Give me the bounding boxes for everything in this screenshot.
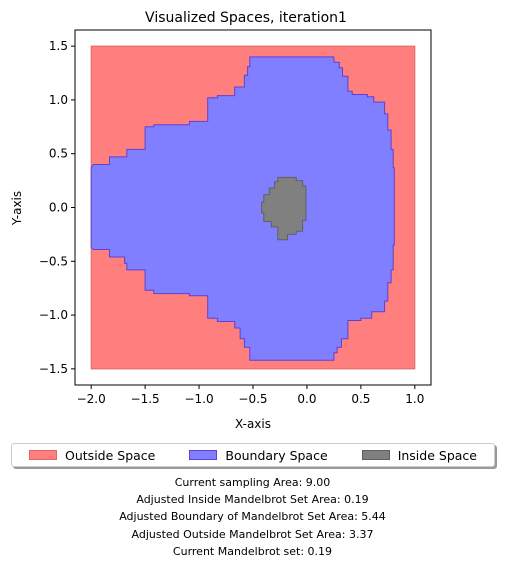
x-tick-label: −0.5	[238, 392, 267, 406]
y-tick-label: 1.5	[49, 39, 68, 53]
legend: Outside Space Boundary Space Inside Spac…	[11, 443, 495, 467]
y-tick-label: −1.0	[39, 308, 68, 322]
y-tick-label: 1.0	[49, 93, 68, 107]
x-axis-label: X-axis	[235, 417, 271, 431]
x-tick-label: −2.0	[77, 392, 106, 406]
stat-outside-area: Adjusted Outside Mandelbrot Set Area: 3.…	[131, 527, 374, 541]
stat-current-set: Current Mandelbrot set: 0.19	[172, 544, 333, 558]
legend-label-boundary: Boundary Space	[225, 447, 328, 463]
legend-swatch-boundary	[189, 450, 218, 460]
y-tick-label: 0.0	[49, 201, 68, 215]
legend-label-inside: Inside Space	[397, 447, 477, 463]
y-axis-ticks: −1.5 −1.0 −0.5 0.0 0.5 1.0 1.5	[39, 39, 75, 376]
stat-inside-area: Adjusted Inside Mandelbrot Set Area: 0.1…	[136, 493, 369, 507]
x-axis-ticks: −2.0 −1.5 −1.0 −0.5 0.0 0.5 1.0	[77, 385, 424, 406]
x-tick-label: −1.5	[131, 392, 160, 406]
x-tick-label: 0.5	[351, 392, 370, 406]
y-tick-label: −1.5	[39, 362, 68, 376]
plot-frame	[74, 29, 432, 386]
x-tick-label: 0.0	[297, 392, 316, 406]
legend-entry-inside: Inside Space	[361, 447, 477, 463]
inside-space-region	[261, 176, 307, 241]
y-axis-label: Y-axis	[10, 191, 24, 226]
boundary-space-region	[90, 56, 395, 361]
legend-swatch-outside	[29, 450, 58, 460]
stat-boundary-area: Adjusted Boundary of Mandelbrot Set Area…	[119, 510, 386, 524]
y-tick-label: 0.5	[49, 147, 68, 161]
legend-entry-outside: Outside Space	[29, 448, 155, 463]
legend-swatch-inside	[361, 450, 390, 460]
y-tick-label: −0.5	[39, 254, 68, 268]
stat-sampling-area: Current sampling Area: 9.00	[174, 476, 331, 489]
x-tick-label: 1.0	[405, 392, 424, 406]
stats-panel: Current sampling Area: 9.00 Adjusted Ins…	[0, 474, 505, 560]
legend-entry-boundary: Boundary Space	[189, 447, 328, 463]
chart-title: Visualized Spaces, iteration1	[145, 10, 347, 26]
plot-area	[90, 45, 416, 370]
x-tick-label: −1.0	[184, 392, 213, 406]
chart: Visualized Spaces, iteration1 −2.0 −1.5 −1…	[10, 10, 432, 431]
legend-label-outside: Outside Space	[65, 447, 156, 463]
